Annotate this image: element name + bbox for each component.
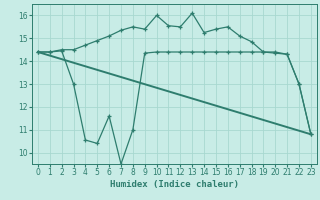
X-axis label: Humidex (Indice chaleur): Humidex (Indice chaleur) — [110, 180, 239, 189]
